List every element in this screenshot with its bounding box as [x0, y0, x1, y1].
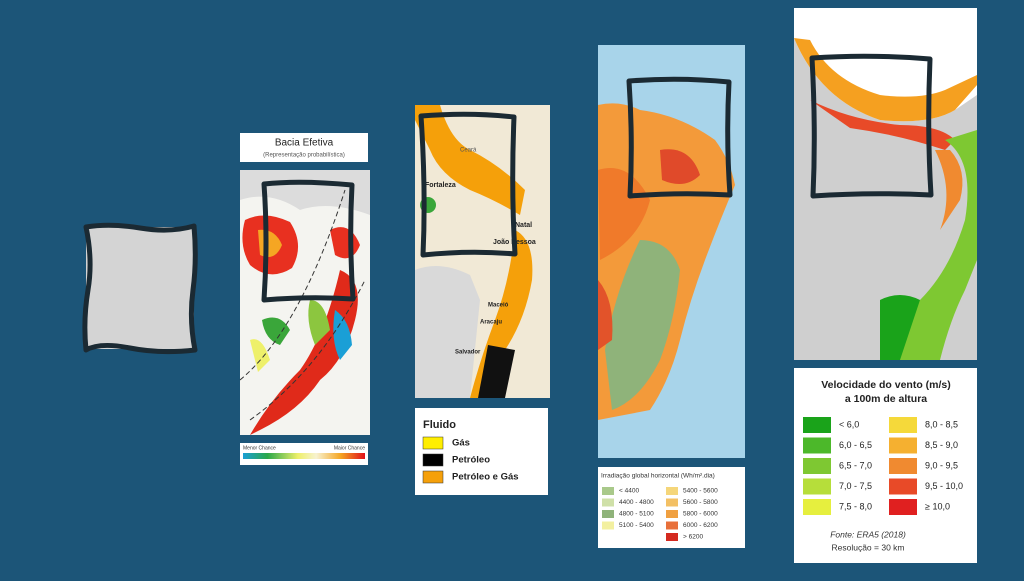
fluid-panel: Ceará Fortaleza Natal João Pessoa Maceió…	[415, 105, 550, 495]
legend-label: 5400 - 5600	[683, 488, 718, 495]
legend-label: Gás	[452, 438, 470, 449]
source: Fonte: ERA5 (2018)	[830, 529, 906, 539]
legend-label: 4800 - 5100	[619, 511, 654, 518]
map-label: Natal	[515, 222, 532, 229]
map-area	[250, 339, 270, 372]
highlight-frame	[261, 179, 356, 303]
map-area	[262, 317, 290, 345]
map-area	[250, 270, 358, 435]
map-area	[935, 150, 963, 230]
subtitle: (Representação probabilística)	[263, 153, 345, 159]
map-area	[470, 230, 533, 398]
legend-label: 9,5 - 10,0	[925, 481, 963, 491]
map-area	[308, 300, 330, 345]
legend-swatch	[602, 487, 614, 495]
highlight-frame	[418, 111, 518, 258]
legend-title: Velocidade do vento (m/s)	[821, 379, 951, 391]
legend-label: 9,0 - 9,5	[925, 460, 958, 470]
legend-swatch	[602, 521, 614, 530]
legend-label: ≥ 10,0	[925, 501, 950, 511]
legend-swatch	[666, 498, 678, 507]
legend-swatch	[803, 478, 831, 495]
legend-swatch	[803, 437, 831, 454]
legend-label: 6000 - 6200	[683, 522, 718, 529]
legend-swatch	[666, 521, 678, 530]
highlight-frame	[626, 76, 733, 199]
legend-swatch	[666, 533, 678, 541]
legend-label: 6,0 - 6,5	[839, 440, 872, 450]
map-area	[333, 310, 352, 360]
legend-swatch	[889, 437, 917, 454]
legend-label: Petróleo e Gás	[452, 472, 519, 483]
legend-label: 8,5 - 9,0	[925, 440, 958, 450]
legend-swatch	[666, 510, 678, 518]
legend: < 6,0 6,0 - 6,5 6,5 - 7,0 7,0 - 7,5 7,5 - 8,…	[803, 417, 963, 515]
wind-panel: Velocidade do vento (m/s) a 100m de altu…	[794, 8, 977, 563]
scale-bar	[243, 453, 365, 459]
map-label: Fortaleza	[425, 182, 456, 189]
map-label: Maceió	[488, 303, 509, 309]
legend-label: 4400 - 4800	[619, 499, 654, 506]
legend-swatch	[889, 458, 917, 474]
legend-label: > 6200	[683, 534, 703, 541]
legend-label: 5800 - 6000	[683, 511, 718, 518]
map-land	[415, 266, 480, 398]
legend-swatch	[666, 487, 678, 495]
map-area	[478, 345, 515, 398]
map-area	[415, 105, 525, 215]
legend-swatch	[803, 458, 831, 474]
legend-label: Petróleo	[452, 455, 490, 466]
legend-swatch	[602, 498, 614, 507]
legend-swatch	[803, 417, 831, 433]
resolution: Resolução = 30 km	[832, 542, 905, 552]
solar-panel: Irradiação global horizontal (Wh/m².dia)…	[598, 45, 745, 548]
title: Bacia Efetiva	[275, 138, 334, 149]
legend-label: 7,0 - 7,5	[839, 481, 872, 491]
legend-label: 6,5 - 7,0	[839, 460, 872, 470]
legend-swatch	[422, 470, 444, 484]
map-label: Salvador	[455, 350, 481, 356]
legend-label: 7,5 - 8,0	[839, 501, 872, 511]
legend-label: 8,0 - 8,5	[925, 419, 958, 429]
map-area	[660, 149, 700, 184]
legend-label: < 4400	[619, 488, 639, 495]
map-area	[880, 130, 977, 360]
legend-swatch	[889, 478, 917, 495]
highlight-frame	[809, 53, 934, 199]
legend-swatch	[803, 499, 831, 515]
map-area	[598, 168, 650, 260]
map-label: Aracaju	[480, 320, 502, 326]
legend: Gás Petróleo Petróleo e Gás	[422, 436, 519, 484]
highlight-frame	[82, 222, 198, 355]
placeholder	[86, 227, 194, 349]
map-boundary	[239, 189, 366, 421]
legend-swatch	[422, 436, 444, 450]
legend-label: 5100 - 5400	[619, 522, 654, 529]
legend: < 4400 4400 - 4800 4800 - 5100 5100 - 5400 5…	[602, 487, 718, 541]
legend-label: < 6,0	[839, 419, 859, 429]
scale-low: Menor Chance	[243, 445, 276, 451]
title-box	[240, 133, 368, 162]
map-area	[605, 240, 680, 410]
legend-subtitle: a 100m de altura	[845, 393, 927, 405]
map-area	[810, 100, 955, 150]
map-area	[880, 295, 920, 360]
legend-title: Irradiação global horizontal (Wh/m².dia)	[601, 473, 715, 480]
map-label: Ceará	[460, 148, 477, 154]
legend-label: 5600 - 5800	[683, 499, 718, 506]
legend-swatch	[422, 453, 444, 467]
scale-high: Maior Chance	[334, 445, 365, 451]
map-area	[598, 280, 613, 350]
legend-title: Fluido	[423, 419, 456, 431]
legend-swatch	[602, 510, 614, 518]
legend-swatch	[889, 417, 917, 433]
legend-swatch	[889, 499, 917, 515]
